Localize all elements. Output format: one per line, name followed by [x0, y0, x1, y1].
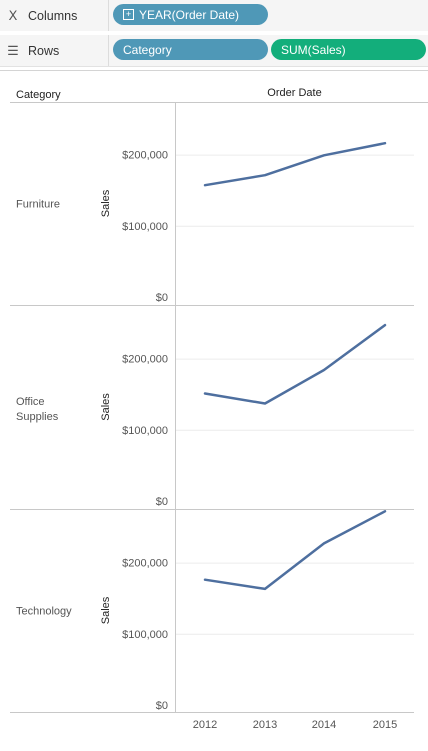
column-header-title: Order Date [267, 87, 321, 99]
y-tick-label: $200,000 [122, 354, 168, 366]
x-tick-label: 2013 [253, 719, 277, 731]
y-tick-label: $0 [156, 496, 168, 508]
rows-shelf: ☰ Rows Category SUM(Sales) [0, 35, 428, 67]
year-order-date-pill[interactable]: + YEAR(Order Date) [113, 4, 268, 25]
y-axis-label: Sales [100, 393, 112, 421]
columns-shelf-label: Columns [28, 8, 78, 23]
y-axis-label: Sales [100, 596, 112, 624]
y-tick-label: $200,000 [122, 558, 168, 570]
plus-box-icon[interactable]: + [123, 9, 134, 20]
x-tick-label: 2015 [373, 719, 397, 731]
rows-shelf-label: Rows [28, 43, 60, 58]
x-tick-label: 2012 [193, 719, 217, 731]
series-line [203, 323, 387, 405]
series-line [203, 510, 387, 591]
rows-icon: ☰ [7, 42, 19, 58]
y-tick-label: $0 [156, 292, 168, 304]
row-header-category: Office Supplies [16, 396, 59, 423]
row-header-category: Furniture [16, 199, 60, 211]
sum-sales-pill-label: SUM(Sales) [281, 42, 346, 57]
visualization-area: Category Order Date $0 $100,000 $200,000 Sale… [0, 70, 428, 747]
row-header-category: Technology [16, 606, 72, 618]
y-tick-label: $100,000 [122, 221, 168, 233]
columns-shelf-label-area: Ⅹ Columns [0, 0, 109, 31]
y-tick-label: $100,000 [122, 425, 168, 437]
y-tick-label: $100,000 [122, 629, 168, 641]
columns-icon: Ⅹ [8, 7, 18, 23]
y-tick-label: $0 [156, 700, 168, 712]
x-tick-label: 2014 [312, 719, 336, 731]
category-pill-label: Category [123, 42, 172, 57]
rows-shelf-label-area: ☰ Rows [0, 35, 109, 66]
series-line [203, 141, 387, 187]
row-header-title: Category [16, 89, 61, 101]
columns-shelf: Ⅹ Columns + YEAR(Order Date) [0, 0, 428, 32]
y-axis-label: Sales [100, 189, 112, 217]
line-chart: Category Order Date $0 $100,000 $200,000 Sale… [10, 87, 428, 731]
y-tick-label: $200,000 [122, 150, 168, 162]
shelf-gap [0, 31, 428, 35]
sum-sales-pill[interactable]: SUM(Sales) [271, 39, 426, 60]
category-pill[interactable]: Category [113, 39, 268, 60]
year-order-date-pill-label: YEAR(Order Date) [139, 7, 240, 22]
